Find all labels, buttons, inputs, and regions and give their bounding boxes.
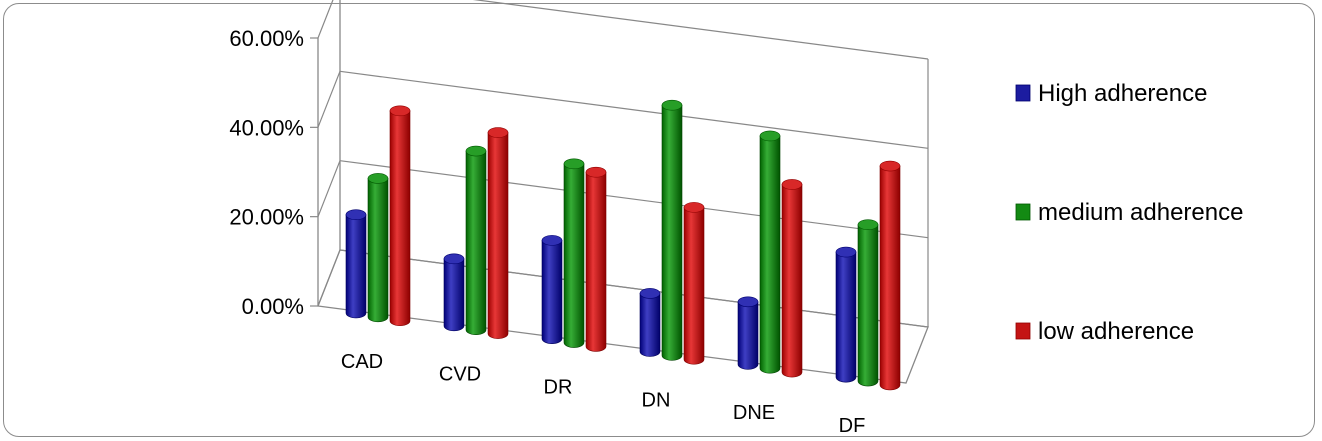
bar-df-series-3: [879, 160, 901, 391]
bar-dr-series-3: [585, 166, 607, 352]
bar-cvd-series-1: [443, 253, 465, 332]
gridlines: [310, 0, 929, 328]
bar-df-series-1: [835, 246, 857, 383]
bar-dn-series-1: [639, 288, 661, 357]
bar-cad-series-1: [345, 209, 367, 319]
gridline-side: [317, 249, 341, 307]
bar-df-series-2: [857, 219, 879, 387]
legend-item: High adherence: [1015, 80, 1207, 107]
bar-dn-series-2: [661, 99, 683, 361]
bars: [345, 99, 901, 391]
y-tick-label: 20.00%: [229, 205, 304, 230]
legend-swatch: [1015, 203, 1031, 221]
x-tick-label: DR: [544, 376, 573, 398]
bar-dne-series-1: [737, 296, 759, 370]
y-tick-label: 0.00%: [242, 294, 304, 319]
bar-cad-series-3: [389, 105, 411, 327]
legend-swatch: [1015, 84, 1031, 102]
x-tick-label: DN: [642, 389, 671, 411]
legend-label: medium adherence: [1038, 199, 1243, 226]
x-axis-categories: CAD CVD DR DN DNE DF: [341, 351, 865, 437]
bar-dr-series-1: [541, 235, 563, 344]
gridline-side: [317, 0, 334, 39]
bar-cvd-series-3: [487, 127, 509, 339]
y-tick-label: 40.00%: [229, 115, 304, 140]
bar-dne-series-2: [759, 130, 781, 374]
legend-item: low adherence: [1015, 318, 1194, 345]
bar-dn-series-3: [683, 202, 705, 365]
bar-dr-series-2: [563, 158, 585, 348]
gridline: [339, 70, 929, 149]
gridline-side: [317, 160, 341, 217]
x-tick-label: CAD: [341, 351, 383, 373]
y-tick-label: 60.00%: [229, 26, 304, 51]
legend-item: medium adherence: [1015, 199, 1243, 226]
bar-cad-series-2: [367, 173, 389, 323]
legend-label: low adherence: [1038, 318, 1194, 345]
legend-swatch: [1015, 322, 1031, 340]
y-axis-ticks: 0.00% 20.00% 40.00% 60.00%: [229, 26, 304, 319]
bar-dne-series-3: [781, 179, 803, 378]
gridline: [339, 160, 929, 239]
legend-label: High adherence: [1038, 80, 1207, 107]
gridline: [472, 0, 929, 60]
gridline-side: [317, 71, 341, 128]
bar-cvd-series-2: [465, 145, 487, 335]
gridline: [339, 249, 929, 328]
x-tick-label: DNE: [733, 402, 775, 424]
x-tick-label: DF: [839, 415, 866, 437]
chart-frame: [3, 3, 1315, 437]
legend: High adherence medium adherence low adhere…: [1015, 80, 1243, 345]
x-tick-label: CVD: [439, 364, 481, 386]
